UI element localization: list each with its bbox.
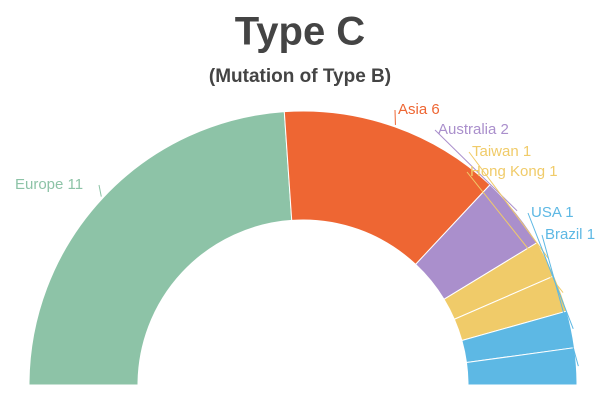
data-label: Hong Kong 1 [470,163,558,180]
leader-line [468,151,549,259]
leader-line [466,171,564,293]
data-label: Brazil 1 [545,226,595,243]
label-name: Brazil [545,226,583,243]
label-value: 2 [501,121,509,138]
label-value: 1 [587,226,595,243]
chart-subtitle: (Mutation of Type B) [209,66,391,87]
label-value: 1 [523,143,531,160]
data-label: Australia 2 [438,121,509,138]
leader-line [98,184,102,197]
donut-segment [28,111,293,386]
label-name: Hong Kong [470,163,545,180]
data-label: Asia 6 [398,101,440,118]
label-name: Europe [15,176,63,193]
donut-segment [465,347,578,386]
label-value: 1 [549,163,557,180]
label-name: Taiwan [472,143,519,160]
data-label: Taiwan 1 [472,143,531,160]
label-name: Australia [438,121,497,138]
data-label: USA 1 [531,204,574,221]
label-value: 11 [68,176,84,193]
chart-title: Type C [235,10,365,54]
label-value: 1 [565,204,573,221]
leader-line [541,234,579,367]
leader-line [527,212,574,330]
label-name: USA [531,204,562,221]
label-name: Asia [398,101,428,118]
label-value: 6 [431,101,439,118]
data-label: Europe 11 [15,176,83,193]
